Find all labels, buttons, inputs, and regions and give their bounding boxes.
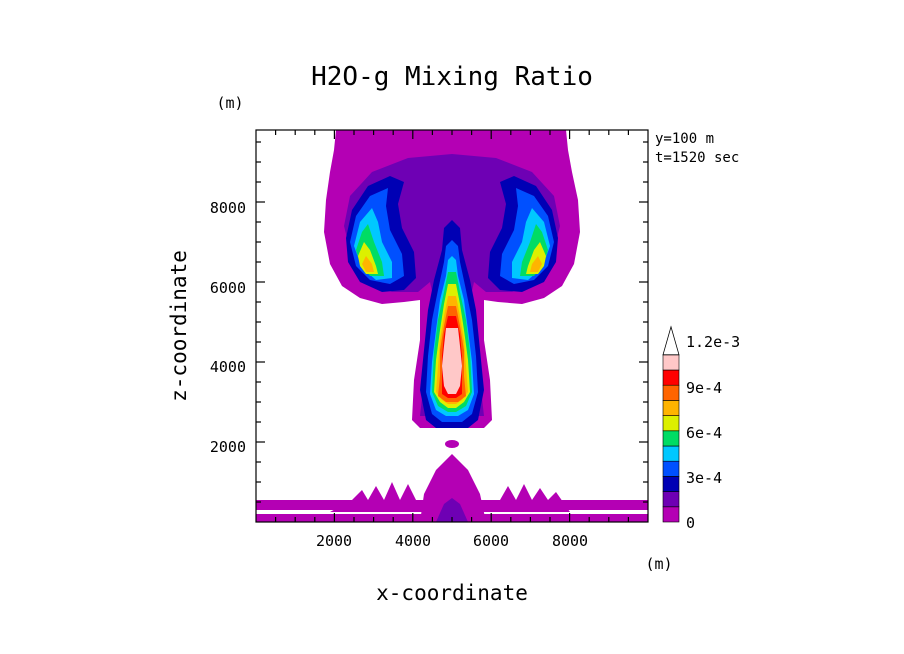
colorbar-swatch <box>662 445 680 462</box>
right-lobe-orange <box>530 256 542 272</box>
colorbar-label-0: 0 <box>686 514 695 532</box>
colorbar-swatch <box>662 491 680 508</box>
colorbar-overflow-triangle <box>662 325 680 356</box>
colorbar-swatch <box>662 476 680 492</box>
x-tick-label-6000: 6000 <box>473 532 509 550</box>
y-unit-label: (m) <box>216 94 243 112</box>
y-tick-label-4000: 4000 <box>210 358 246 376</box>
colorbar-swatch <box>662 384 680 401</box>
annotation-y: y=100 m <box>655 131 714 147</box>
left-lobe-orange <box>362 256 374 272</box>
y-tick-label-8000: 8000 <box>210 199 246 217</box>
y-tick-label-2000: 2000 <box>210 438 246 456</box>
x-unit-label: (m) <box>645 555 672 573</box>
surface-mound <box>420 454 486 522</box>
colorbar-label-3e-4: 3e-4 <box>686 469 722 487</box>
chart-title: H2O-g Mixing Ratio <box>311 62 593 92</box>
colorbar-label-9e-4: 9e-4 <box>686 379 722 397</box>
colorbar-swatch <box>662 506 680 523</box>
column-pink-core <box>442 328 462 394</box>
colorbar-swatch <box>662 354 680 371</box>
colorbar-label-1.2e-3: 1.2e-3 <box>686 333 740 351</box>
colorbar-swatch <box>662 430 680 447</box>
x-tick-label-2000: 2000 <box>316 532 352 550</box>
colorbar-swatch <box>662 400 680 416</box>
colorbar-swatch <box>662 369 680 386</box>
x-axis-label: x-coordinate <box>376 581 528 605</box>
colorbar <box>662 325 680 523</box>
colorbar-label-6e-4: 6e-4 <box>686 424 722 442</box>
minor-ticks <box>256 130 648 522</box>
colorbar-swatch <box>662 460 680 477</box>
annotation-t: t=1520 sec <box>655 150 739 166</box>
x-axis-ticks <box>333 130 571 522</box>
y-axis-label: z-coordinate <box>167 250 191 402</box>
surface-mound-core <box>436 498 468 522</box>
isolated-blob <box>445 440 459 448</box>
x-tick-label-8000: 8000 <box>552 532 588 550</box>
surface-bumps <box>330 482 570 512</box>
colorbar-swatch <box>662 415 680 432</box>
y-tick-label-6000: 6000 <box>210 279 246 297</box>
x-tick-label-4000: 4000 <box>395 532 431 550</box>
contour-field <box>256 130 648 522</box>
y-axis-ticks <box>256 201 648 443</box>
